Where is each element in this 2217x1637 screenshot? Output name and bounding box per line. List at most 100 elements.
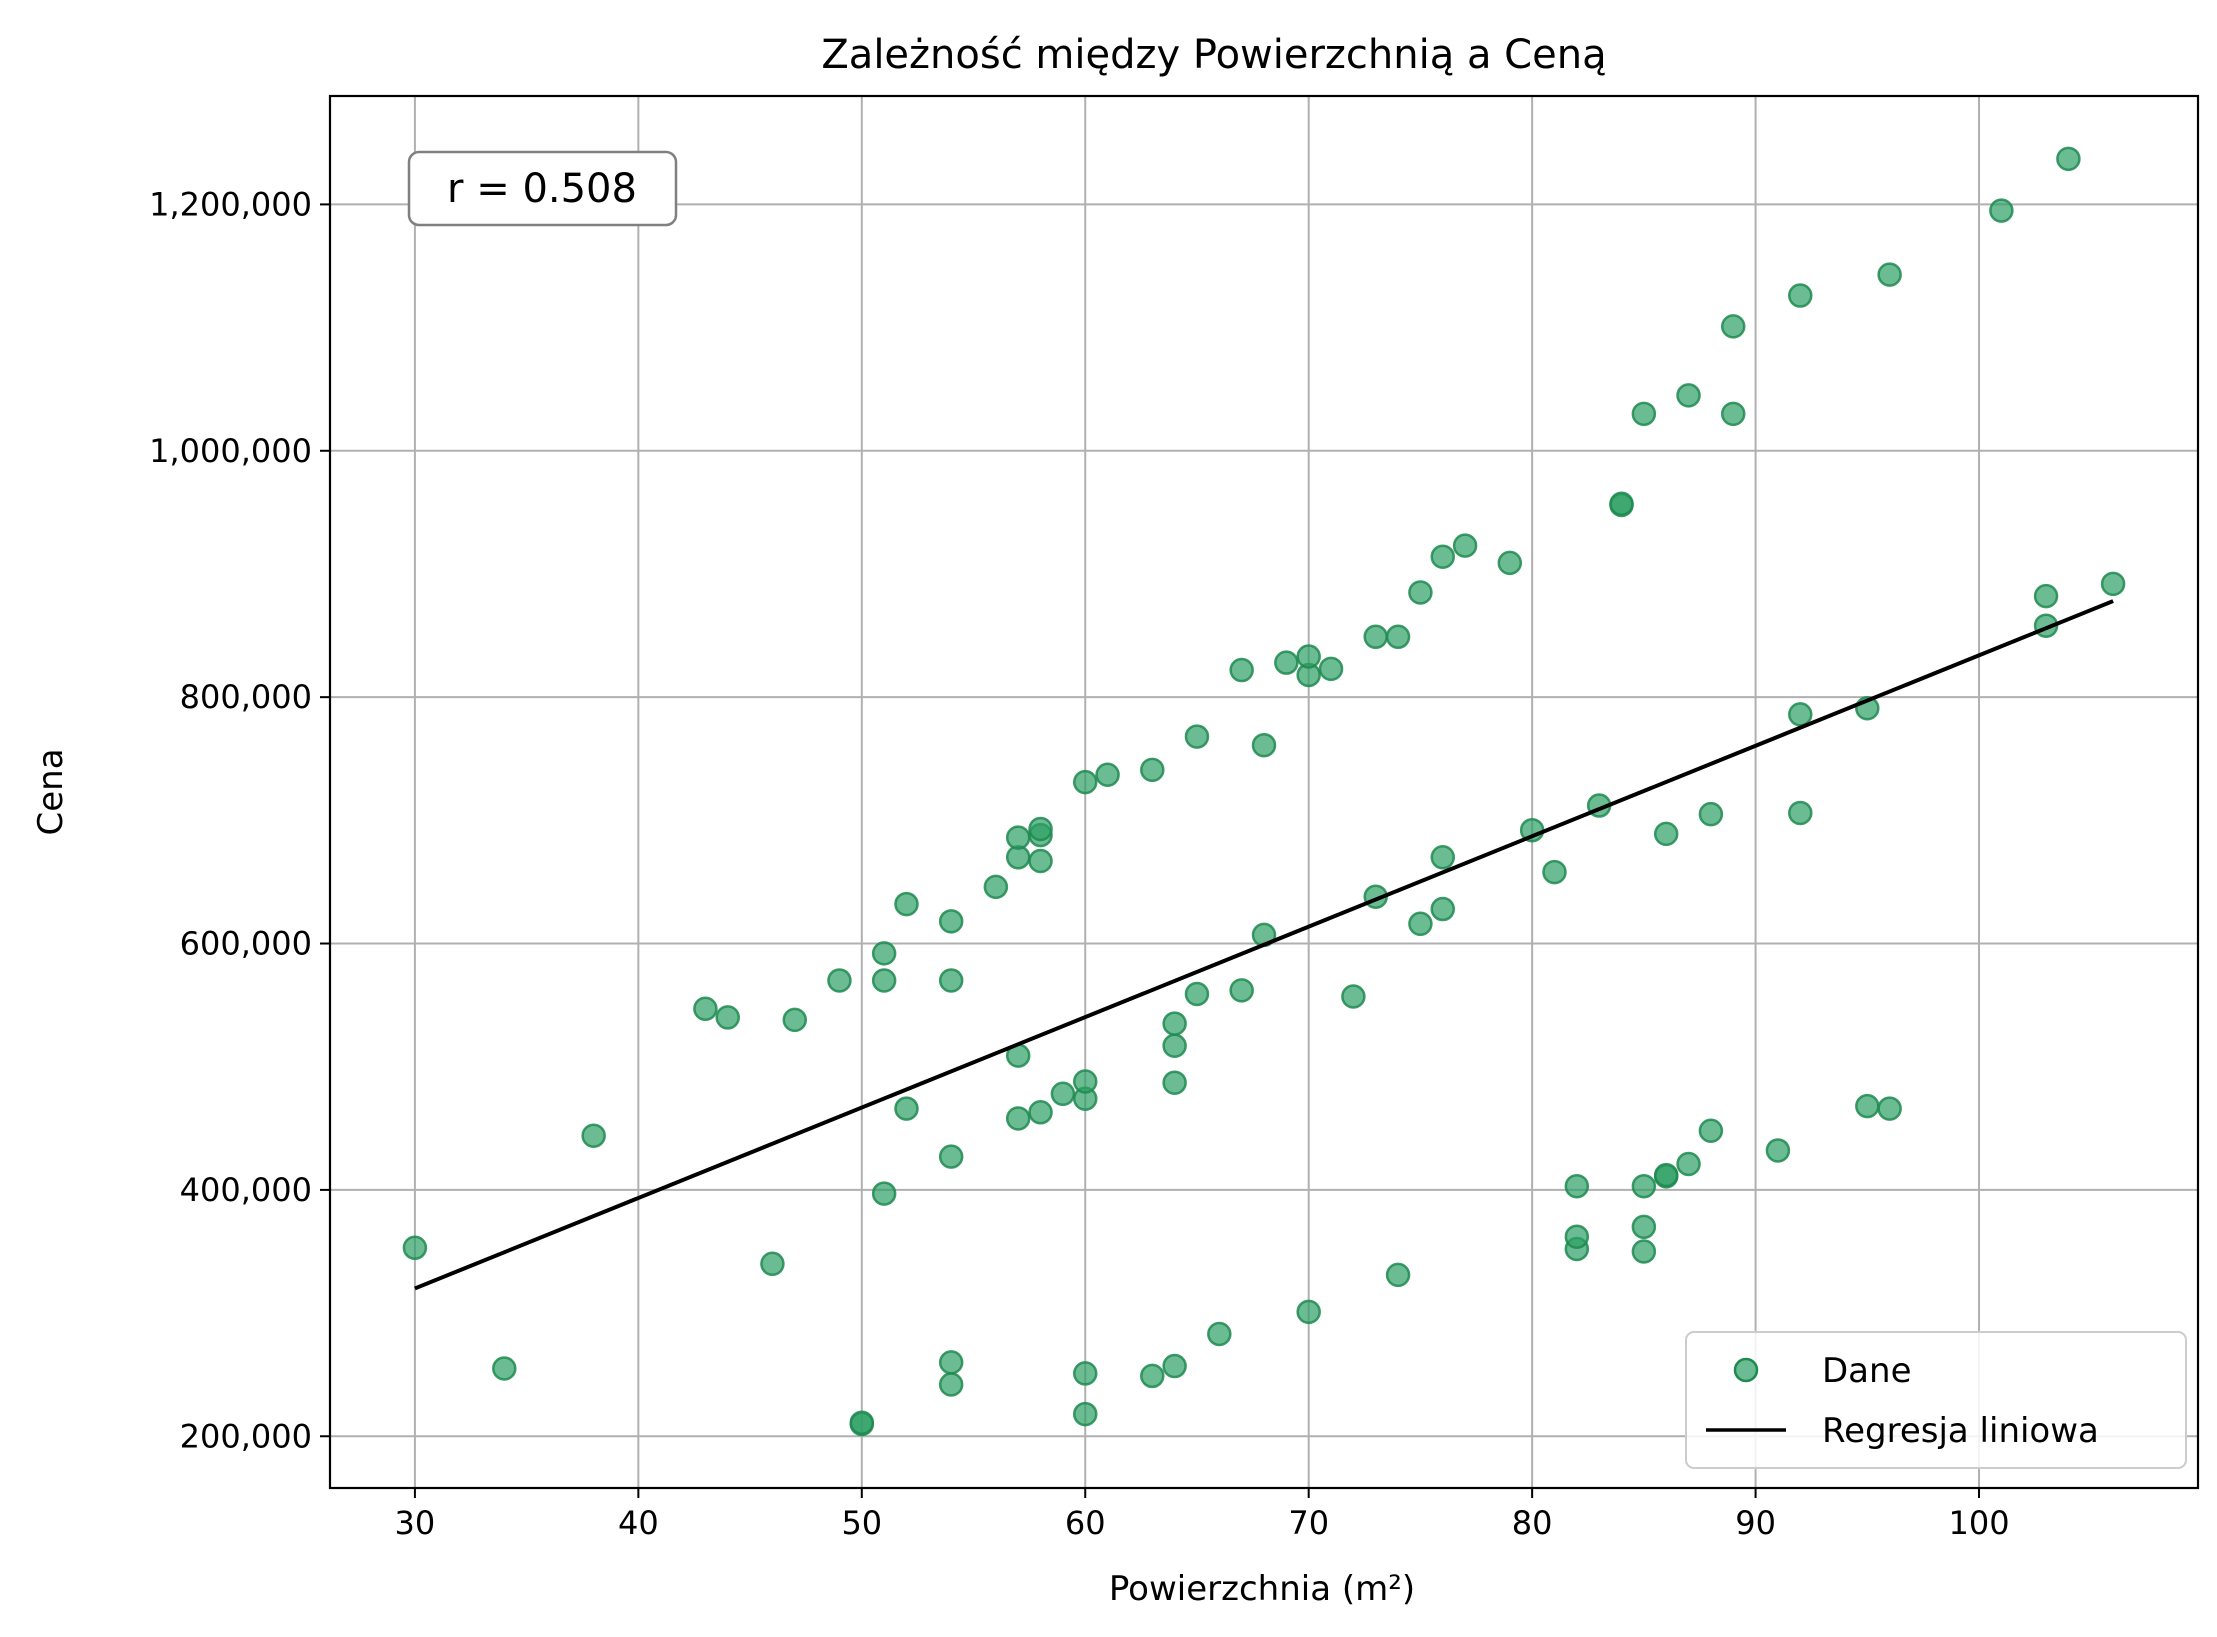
data-point: [693, 996, 718, 1022]
data-point: [894, 1096, 919, 1121]
data-point: [1497, 550, 1523, 576]
data-point: [1698, 1118, 1724, 1144]
data-point: [938, 968, 964, 993]
data-point: [1385, 1262, 1411, 1288]
legend-frame: [1685, 1331, 2187, 1469]
data-point: [1788, 283, 1813, 308]
data-point: [1430, 896, 1456, 922]
y-tick-label: 800,000: [180, 678, 312, 716]
data-point: [1229, 978, 1254, 1003]
data-point: [938, 1350, 964, 1375]
data-point: [1072, 1401, 1098, 1427]
data-point: [402, 1235, 428, 1261]
y-axis-label: Cena: [31, 748, 71, 835]
data-point: [1877, 1096, 1902, 1121]
data-point: [1072, 769, 1098, 795]
data-point: [1162, 1070, 1187, 1095]
plot-area-frame: [328, 94, 2200, 1490]
data-point: [1452, 533, 1478, 558]
data-point: [2056, 146, 2081, 172]
data-point: [581, 1123, 606, 1148]
data-point: [1989, 198, 2014, 223]
data-point: [1631, 1173, 1657, 1199]
data-point: [1676, 383, 1701, 408]
annotation-text: r = 0.508: [447, 166, 637, 212]
x-axis-label: Powierzchnia (m²): [1109, 1569, 1415, 1609]
data-point: [1028, 848, 1053, 874]
data-point: [1564, 1173, 1590, 1199]
data-point: [1430, 845, 1456, 870]
data-point: [1296, 1299, 1321, 1325]
data-point: [492, 1356, 517, 1381]
x-tick-label: 40: [618, 1504, 659, 1542]
data-point: [1005, 1106, 1031, 1131]
data-point: [1698, 801, 1724, 827]
x-tick-label: 100: [1948, 1504, 2009, 1542]
data-point: [1788, 702, 1813, 727]
data-point: [1542, 859, 1567, 885]
annotation-box: [407, 150, 678, 227]
y-tick-label: 1,000,000: [149, 432, 312, 470]
data-point: [1564, 1224, 1590, 1249]
y-tick-label: 400,000: [180, 1171, 312, 1209]
data-point: [1363, 624, 1388, 650]
data-point: [1408, 911, 1433, 937]
legend: Dane Regresja liniowa: [1685, 1331, 2187, 1469]
legend-marker-dane: [1733, 1357, 1759, 1383]
data-point: [849, 1410, 875, 1435]
data-point: [1296, 644, 1321, 669]
data-point: [1207, 1321, 1232, 1347]
data-point: [938, 909, 964, 934]
data-point: [760, 1251, 785, 1277]
data-point: [1609, 491, 1634, 516]
data-point: [1385, 624, 1411, 650]
data-point: [1251, 732, 1277, 758]
data-point: [827, 968, 852, 993]
data-point: [938, 1372, 964, 1397]
data-point: [1653, 821, 1679, 847]
x-tick-label: 30: [395, 1504, 436, 1542]
x-tick-label: 50: [841, 1504, 882, 1542]
data-point: [938, 1144, 964, 1169]
x-tick-label: 80: [1512, 1504, 1553, 1542]
x-tick-label: 90: [1735, 1504, 1776, 1542]
legend-label-regresja: Regresja liniowa: [1822, 1411, 2099, 1451]
data-point: [1653, 1162, 1679, 1188]
data-point: [1631, 1214, 1657, 1240]
data-point: [2100, 571, 2126, 597]
data-point: [1184, 981, 1210, 1007]
data-point: [1028, 816, 1053, 842]
axis-ticks: 30 40 50 60 70 80 90 100 200,000 400,000 600,000 80…: [149, 185, 2009, 1542]
data-point: [1765, 1138, 1791, 1163]
data-point: [1050, 1081, 1076, 1107]
data-points: [402, 146, 2126, 1437]
data-point: [871, 1181, 897, 1206]
data-point: [1162, 1353, 1187, 1379]
data-point: [1229, 657, 1254, 683]
data-point: [1631, 401, 1657, 427]
data-point: [715, 1005, 740, 1030]
correlation-annotation: r = 0.508: [407, 150, 678, 227]
y-tick-label: 1,200,000: [149, 185, 312, 223]
chart-title: Zależność między Powierzchnią a Ceną: [821, 32, 1606, 78]
data-point: [894, 891, 919, 917]
data-point: [1430, 544, 1456, 569]
data-point: [871, 968, 897, 993]
data-point: [1855, 1093, 1880, 1119]
data-point: [1877, 262, 1902, 287]
data-point: [1005, 825, 1031, 850]
data-point: [1720, 314, 1746, 339]
data-point: [983, 874, 1009, 900]
regression-line: [414, 599, 2114, 1291]
data-point: [1072, 1069, 1098, 1094]
data-point: [1720, 401, 1746, 427]
data-point: [1162, 1011, 1187, 1036]
data-point: [1072, 1361, 1098, 1386]
data-point: [2033, 583, 2059, 609]
data-point: [1028, 1100, 1053, 1125]
data-point: [1408, 580, 1433, 605]
data-point: [1341, 984, 1366, 1009]
data-point: [1274, 650, 1299, 675]
y-tick-label: 600,000: [180, 925, 312, 963]
